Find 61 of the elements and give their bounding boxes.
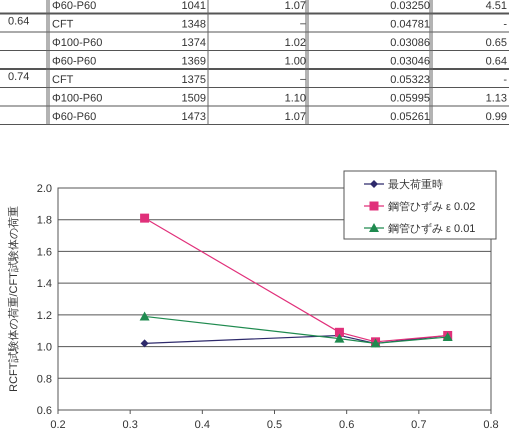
y-tick-label: 0.8 [36, 373, 52, 386]
text: 0.04781 [390, 18, 430, 30]
x-tick-label: 0.7 [411, 419, 426, 431]
point [334, 328, 344, 337]
text: 0.05261 [390, 111, 430, 123]
x-tick-label: 0.3 [122, 419, 138, 431]
text: 1509 [182, 92, 206, 104]
text: Φ100-P60 [52, 37, 102, 49]
x-tick-label: 0.2 [50, 419, 66, 431]
x-tick-label: 0.8 [483, 419, 499, 431]
text: 4.51 [486, 0, 507, 12]
legend-label: 鋼管ひずみ ε 0.02 [388, 200, 476, 213]
text: 1374 [182, 37, 206, 49]
y-tick-label: 1.6 [36, 246, 52, 258]
text: 1.02 [284, 37, 306, 49]
y-tick-label: 1.0 [36, 342, 52, 354]
text: CFT [52, 18, 74, 30]
text: Φ100-P60 [52, 92, 102, 104]
point [334, 334, 344, 343]
y-axis-title: RCFT試験体の荷重/CFT試験体の荷重 [7, 206, 20, 392]
x-tick-label: 0.4 [194, 419, 210, 431]
text: 0.05995 [390, 92, 430, 104]
y-tick-label: 1.2 [36, 310, 52, 322]
y-tick-label: 1.4 [36, 278, 52, 290]
text: 1.13 [486, 92, 507, 104]
text: − [300, 18, 306, 30]
text: − [300, 74, 306, 86]
legend-label: 最大荷重時 [388, 178, 443, 191]
text: 0.05323 [390, 74, 430, 86]
point [140, 311, 150, 320]
text: 1.00 [284, 56, 306, 68]
text: 1375 [182, 74, 206, 86]
text: 1348 [182, 18, 206, 30]
text: Φ60-P60 [52, 0, 96, 12]
text: Φ60-P60 [52, 111, 96, 123]
text: - [503, 18, 508, 30]
text: 0.74 [8, 71, 30, 83]
text: 1.07 [284, 0, 306, 12]
text: 0.03086 [390, 37, 430, 49]
text: 1041 [182, 0, 206, 12]
x-tick-label: 0.6 [339, 419, 354, 431]
text: 1.10 [284, 92, 306, 104]
text: 0.64 [486, 56, 507, 68]
y-tick-label: 1.8 [36, 214, 52, 227]
legend-label: 鋼管ひずみ ε 0.01 [388, 222, 476, 235]
point [140, 214, 150, 223]
y-tick-label: 0.6 [36, 405, 52, 417]
text: 1.07 [284, 111, 306, 123]
text: - [503, 74, 508, 86]
text: 0.03046 [390, 56, 430, 68]
x-tick-label: 0.5 [266, 419, 282, 431]
text: Φ60-P60 [52, 56, 96, 68]
y-tick-label: 2.0 [36, 183, 52, 195]
text: 0.03250 [390, 0, 430, 12]
text: 0.99 [486, 111, 507, 123]
text: 1473 [182, 111, 206, 123]
text: 0.65 [486, 37, 507, 49]
text: CFT [52, 74, 74, 86]
point [140, 339, 149, 348]
text: 1369 [182, 56, 206, 68]
text: 0.64 [8, 16, 30, 28]
